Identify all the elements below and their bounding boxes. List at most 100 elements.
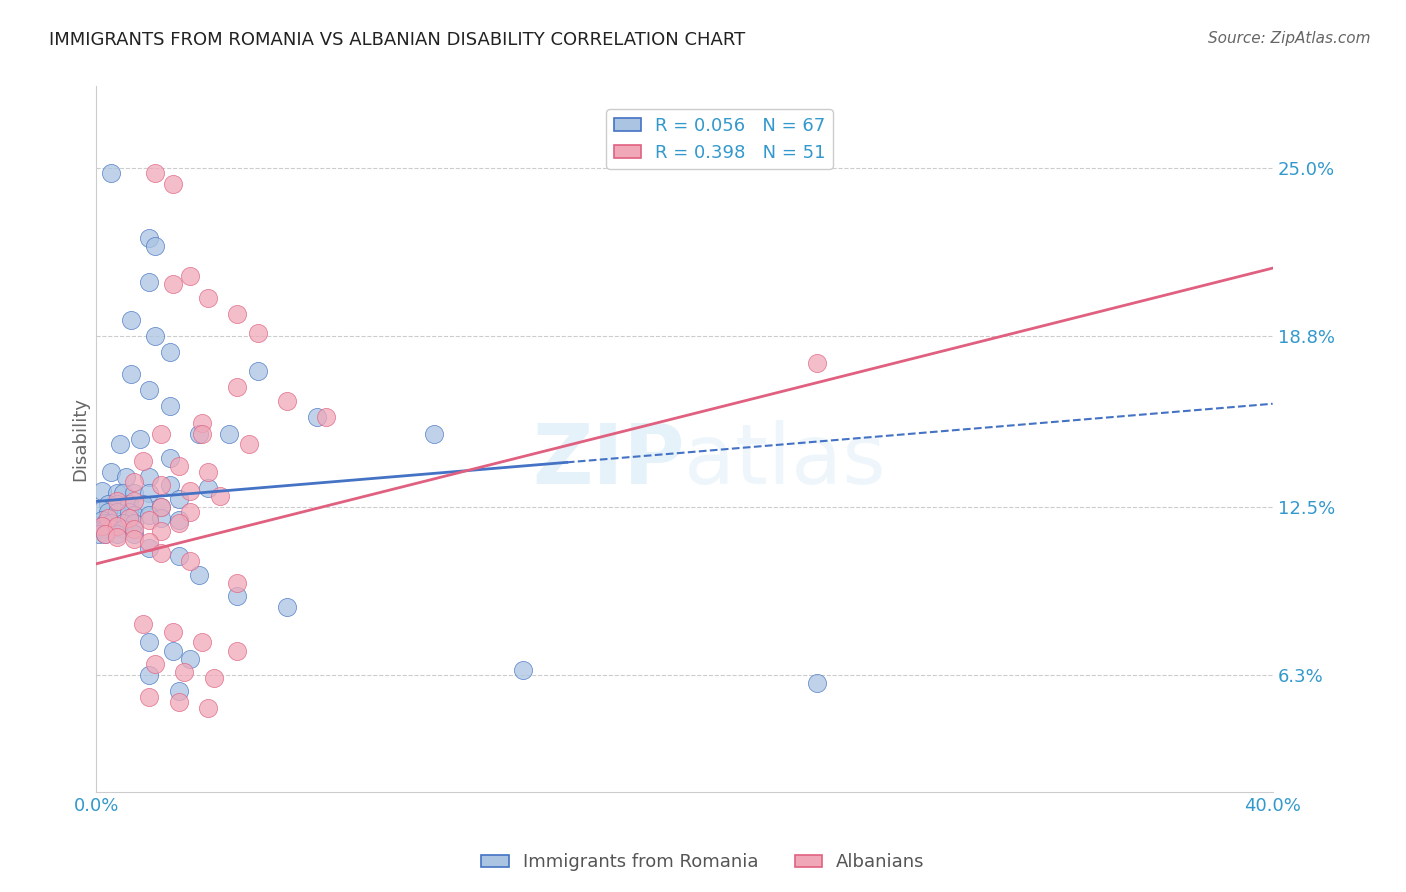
Text: atlas: atlas [685, 420, 886, 500]
Point [94, 522, 117, 536]
Point [124, 516, 146, 530]
Point [138, 513, 160, 527]
Point [276, 394, 298, 409]
Point [423, 426, 446, 441]
Point [124, 527, 146, 541]
Point [138, 541, 160, 555]
Point [138, 275, 160, 289]
Point [138, 470, 160, 484]
Point [117, 505, 139, 519]
Point [162, 277, 184, 292]
Point [191, 635, 214, 649]
Point [121, 312, 143, 326]
Point [91, 483, 114, 498]
Y-axis label: Disability: Disability [72, 397, 89, 481]
Point [117, 510, 139, 524]
Point [191, 416, 214, 430]
Point [238, 437, 260, 451]
Point [159, 345, 181, 359]
Point [179, 505, 201, 519]
Point [94, 516, 117, 530]
Text: IMMIGRANTS FROM ROMANIA VS ALBANIAN DISABILITY CORRELATION CHART: IMMIGRANTS FROM ROMANIA VS ALBANIAN DISA… [49, 31, 745, 49]
Point [132, 616, 155, 631]
Point [91, 502, 114, 516]
Point [179, 483, 201, 498]
Point [167, 513, 190, 527]
Point [138, 486, 160, 500]
Point [108, 437, 131, 451]
Point [91, 519, 114, 533]
Point [138, 383, 160, 397]
Point [512, 663, 534, 677]
Point [162, 643, 184, 657]
Point [806, 676, 828, 690]
Point [226, 590, 249, 604]
Point [138, 508, 160, 522]
Point [97, 510, 120, 524]
Point [132, 497, 155, 511]
Point [138, 690, 160, 704]
Legend: R = 0.056   N = 67, R = 0.398   N = 51: R = 0.056 N = 67, R = 0.398 N = 51 [606, 110, 832, 169]
Point [105, 494, 128, 508]
Point [143, 239, 166, 253]
Point [188, 567, 211, 582]
Point [149, 426, 172, 441]
Point [91, 522, 114, 536]
Point [105, 527, 128, 541]
Point [159, 478, 181, 492]
Point [218, 426, 240, 441]
Point [124, 533, 146, 547]
Point [129, 432, 152, 446]
Point [100, 465, 122, 479]
Point [159, 400, 181, 414]
Point [167, 695, 190, 709]
Point [117, 497, 139, 511]
Point [159, 450, 181, 465]
Point [167, 459, 190, 474]
Point [91, 513, 114, 527]
Point [124, 494, 146, 508]
Point [124, 475, 146, 490]
Point [89, 527, 111, 541]
Point [188, 426, 211, 441]
Point [167, 491, 190, 506]
Point [149, 500, 172, 514]
Point [124, 522, 146, 536]
Point [173, 665, 195, 680]
Point [276, 600, 298, 615]
Point [138, 668, 160, 682]
Point [94, 527, 117, 541]
Point [105, 497, 128, 511]
Point [124, 486, 146, 500]
Point [100, 516, 122, 530]
Point [143, 657, 166, 672]
Point [197, 700, 219, 714]
Point [149, 510, 172, 524]
Point [105, 486, 128, 500]
Point [94, 527, 117, 541]
Point [97, 505, 120, 519]
Point [162, 177, 184, 191]
Point [197, 291, 219, 305]
Point [114, 470, 136, 484]
Point [149, 524, 172, 539]
Point [105, 519, 128, 533]
Point [111, 486, 134, 500]
Point [226, 575, 249, 590]
Point [197, 481, 219, 495]
Point [202, 671, 225, 685]
Text: Source: ZipAtlas.com: Source: ZipAtlas.com [1208, 31, 1371, 46]
Point [124, 508, 146, 522]
Point [179, 269, 201, 284]
Point [111, 516, 134, 530]
Point [226, 380, 249, 394]
Point [179, 652, 201, 666]
Point [132, 454, 155, 468]
Point [167, 516, 190, 530]
Point [149, 478, 172, 492]
Point [105, 505, 128, 519]
Point [246, 364, 269, 378]
Point [167, 549, 190, 563]
Point [305, 410, 328, 425]
Point [149, 500, 172, 514]
